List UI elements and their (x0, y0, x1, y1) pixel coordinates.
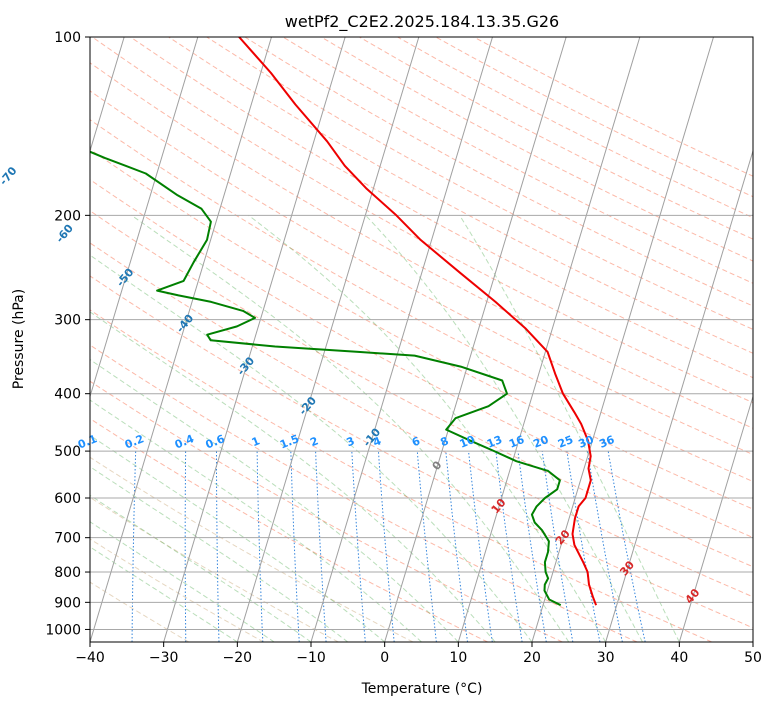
isotherm-line (310, 37, 493, 642)
dry-adiabat (244, 37, 753, 307)
moist-adiabat (459, 215, 680, 642)
moist-adiabat (90, 546, 238, 642)
x-tick-label: 50 (744, 650, 762, 666)
mixing-ratio-label: 2 (308, 434, 320, 449)
isotherm-line (457, 37, 641, 642)
dry-adiabat (90, 179, 753, 539)
x-tick-label: −30 (149, 650, 179, 666)
moist-adiabat (365, 214, 643, 642)
isotherm-line (90, 37, 272, 642)
dewpoint-profile (90, 150, 562, 607)
mixing-ratio-line (416, 451, 437, 642)
mixing-ratio-label: 13 (485, 433, 504, 451)
dry-adiabat (90, 90, 753, 456)
dry-adiabat (130, 37, 753, 379)
dry-adiabat (90, 380, 563, 642)
x-tick-label: 10 (449, 650, 467, 666)
x-tick-label: 40 (670, 650, 688, 666)
isotherm-line (384, 37, 567, 642)
y-axis-title: Pressure (hPa) (11, 289, 27, 389)
temperature-profile (238, 37, 598, 606)
y-tick-label: 700 (54, 531, 81, 547)
isotherm-line (163, 37, 346, 642)
moist-adiabat (90, 311, 496, 642)
grid-lines (90, 37, 753, 642)
mixing-ratio-label: 20 (531, 433, 550, 451)
dry-adiabat (90, 275, 753, 629)
isotherm-line (531, 37, 714, 642)
moist-adiabat (90, 254, 533, 642)
mixing-ratio-line (377, 451, 395, 642)
axis-ticks: −40 −30 −20 −10 0 10 20 30 40 50 100 200 300 400 500 60… (45, 30, 762, 666)
isotherm-line (90, 37, 199, 399)
y-tick-label: 900 (54, 595, 81, 611)
y-tick-label: 800 (54, 565, 81, 581)
y-tick-label: 500 (54, 444, 81, 460)
dry-adiabat (90, 242, 753, 598)
mixing-ratio-label: 8 (439, 434, 451, 449)
moist-adiabat (90, 521, 275, 642)
mixing-ratio-line (256, 451, 264, 642)
y-tick-label: 100 (54, 30, 81, 46)
x-axis-title: Temperature (°C) (361, 681, 483, 697)
chart-title: wetPf2_C2E2.2025.184.13.35.G26 (285, 12, 559, 32)
mixing-ratio-line (351, 451, 366, 642)
dry-adiabat (90, 148, 753, 510)
x-tick-label: −40 (75, 650, 105, 666)
dry-adiabat (90, 538, 264, 642)
isotherm-line (90, 37, 125, 153)
y-tick-label: 300 (54, 313, 81, 329)
y-tick-label: 400 (54, 387, 81, 403)
mixing-ratio-line (315, 451, 327, 642)
moist-adiabat (90, 494, 312, 642)
mixing-ratio-label: 10 (458, 433, 477, 451)
dry-adiabat (90, 581, 190, 642)
y-tick-label: 600 (54, 491, 81, 507)
mixing-ratio-label: 30 (577, 433, 596, 451)
mixing-ratio-label: 36 (597, 433, 616, 451)
mixing-ratio-line (216, 451, 220, 642)
dry-adiabat (90, 344, 638, 642)
dry-adiabat (168, 37, 753, 354)
mixing-ratio-line (184, 451, 187, 642)
mixing-ratio-label: 16 (507, 433, 526, 451)
y-tick-label: 200 (54, 208, 81, 224)
isotherm-line (605, 149, 753, 642)
moist-adiabat (248, 214, 607, 642)
isotherm-line (678, 394, 753, 642)
moist-adiabat (90, 399, 422, 642)
mixing-ratio-label: 1 (250, 434, 262, 449)
y-tick-label: 1000 (45, 622, 81, 638)
plot-frame (89, 36, 754, 643)
isotherm-line (236, 37, 420, 642)
dry-adiabat (90, 119, 753, 483)
x-tick-label: 0 (380, 650, 389, 666)
sounding-profiles (90, 37, 598, 607)
x-tick-label: −10 (296, 650, 326, 666)
moist-adiabat (90, 466, 349, 642)
thermo-lines (90, 37, 753, 642)
mixing-ratio-line (290, 451, 300, 642)
dry-adiabat (282, 37, 753, 284)
mixing-ratio-label: 25 (556, 433, 575, 451)
x-tick-label: −20 (223, 650, 253, 666)
moist-adiabat (90, 358, 459, 642)
mixing-ratio-label: 3 (345, 434, 357, 449)
moist-adiabat (90, 434, 386, 642)
x-tick-label: 20 (523, 650, 541, 666)
x-tick-label: 30 (597, 650, 615, 666)
dry-adiabat (206, 37, 753, 330)
